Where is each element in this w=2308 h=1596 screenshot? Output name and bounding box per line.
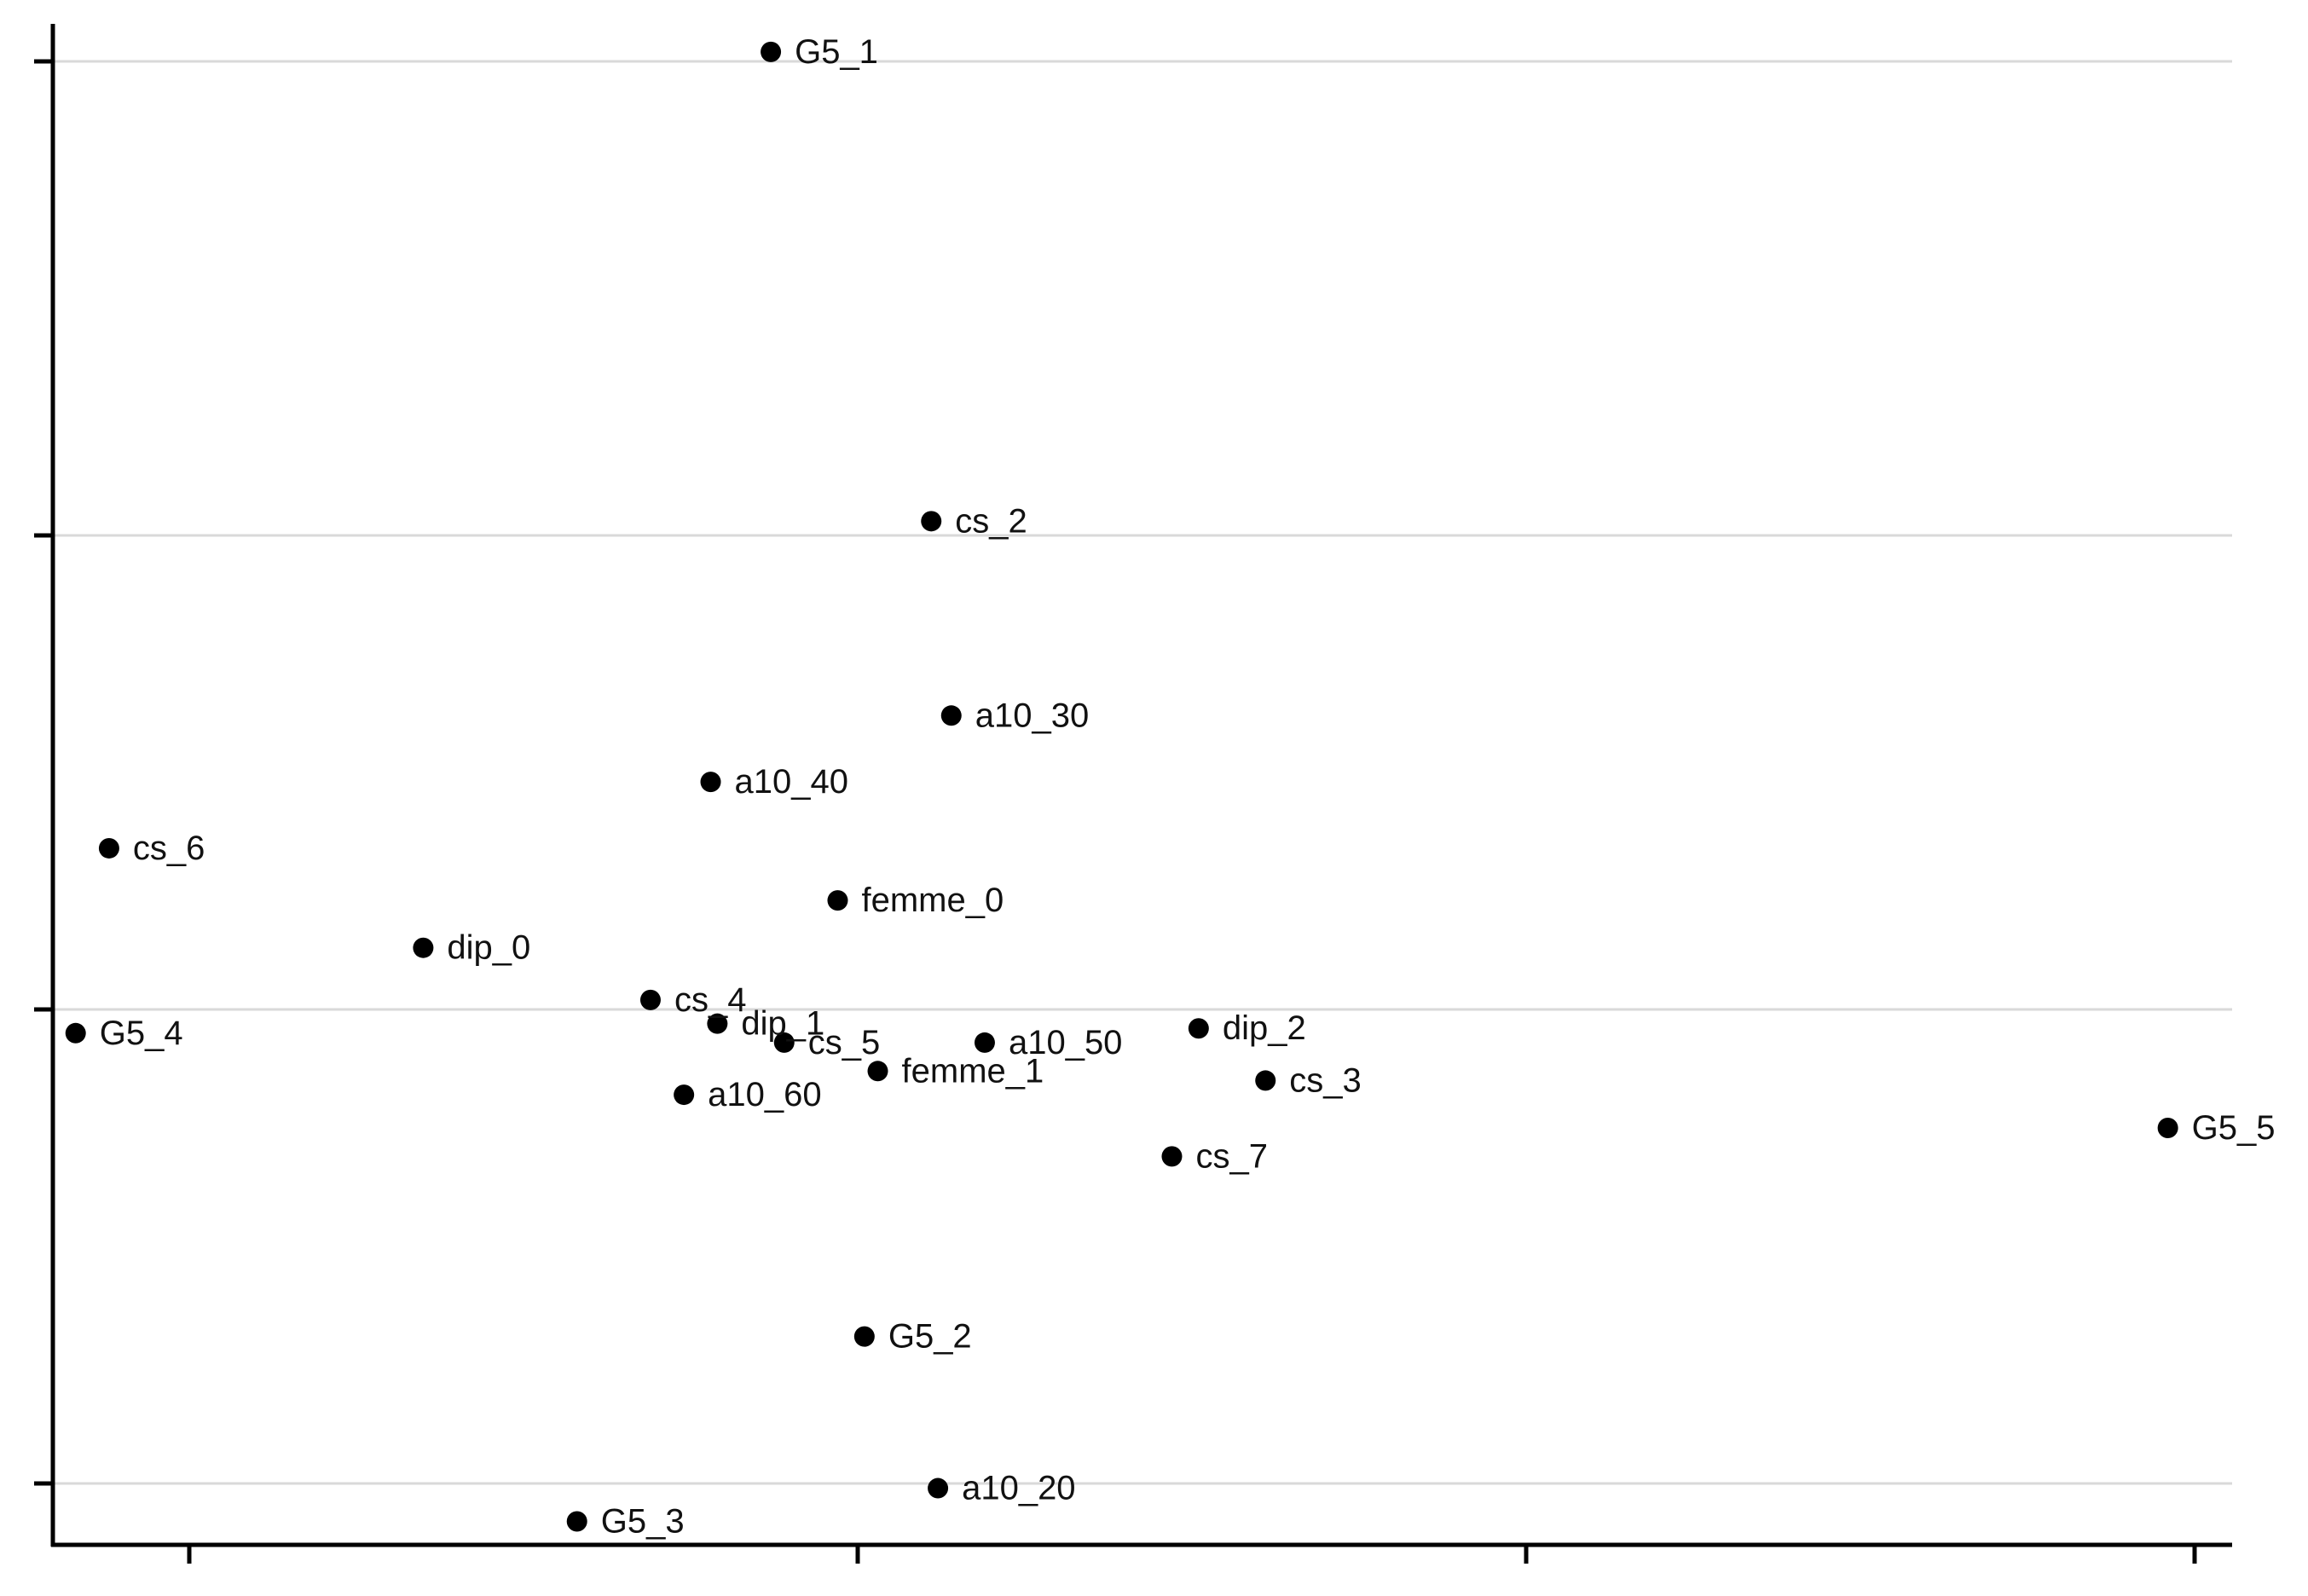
data-point <box>761 41 782 62</box>
data-point <box>1188 1018 1209 1039</box>
data-label: G5_5 <box>2192 1109 2276 1147</box>
data-label: cs_2 <box>955 502 1027 540</box>
data-point <box>940 705 962 726</box>
data-label: femme_1 <box>902 1052 1044 1090</box>
data-point <box>827 890 848 911</box>
data-label: dip_2 <box>1223 1009 1306 1047</box>
data-point <box>928 1477 949 1499</box>
data-point <box>867 1061 888 1082</box>
data-labels: G5_1 cs_2 a10_30 a10_40 cs_6 femme_0 dip_0 cs_4… <box>100 33 2276 1541</box>
data-label: G5_1 <box>795 33 878 71</box>
data-label: a10_50 <box>1009 1024 1122 1061</box>
data-point <box>974 1032 995 1053</box>
grid-lines <box>53 60 2232 1485</box>
data-label: G5_2 <box>888 1318 972 1356</box>
data-label: cs_5 <box>808 1024 881 1061</box>
data-label: a10_20 <box>962 1470 1075 1507</box>
data-label: dip_0 <box>447 929 530 967</box>
data-point <box>65 1022 86 1044</box>
data-label: cs_6 <box>133 830 205 867</box>
data-label: G5_4 <box>100 1015 183 1052</box>
data-label: G5_3 <box>601 1502 685 1540</box>
data-point <box>98 837 119 859</box>
axes <box>34 24 2232 1564</box>
data-point <box>853 1326 875 1347</box>
data-points <box>65 41 2178 1532</box>
data-point <box>2157 1118 2178 1138</box>
data-label: femme_0 <box>861 882 1004 919</box>
data-point <box>700 772 721 793</box>
data-point <box>773 1032 795 1053</box>
data-label: a10_40 <box>735 763 848 801</box>
data-point <box>566 1511 587 1532</box>
data-label: dip_1 <box>741 1005 824 1043</box>
data-point <box>413 937 434 958</box>
data-point <box>674 1084 695 1106</box>
data-label: cs_7 <box>1195 1137 1268 1175</box>
data-label: a10_30 <box>975 697 1089 734</box>
data-label: a10_60 <box>708 1076 821 1113</box>
data-point <box>1161 1146 1183 1167</box>
data-label: cs_3 <box>1289 1061 1362 1099</box>
data-point <box>707 1013 728 1034</box>
data-point <box>639 989 661 1010</box>
data-point <box>1255 1070 1276 1091</box>
data-point <box>921 511 942 532</box>
data-label: cs_4 <box>674 981 747 1019</box>
